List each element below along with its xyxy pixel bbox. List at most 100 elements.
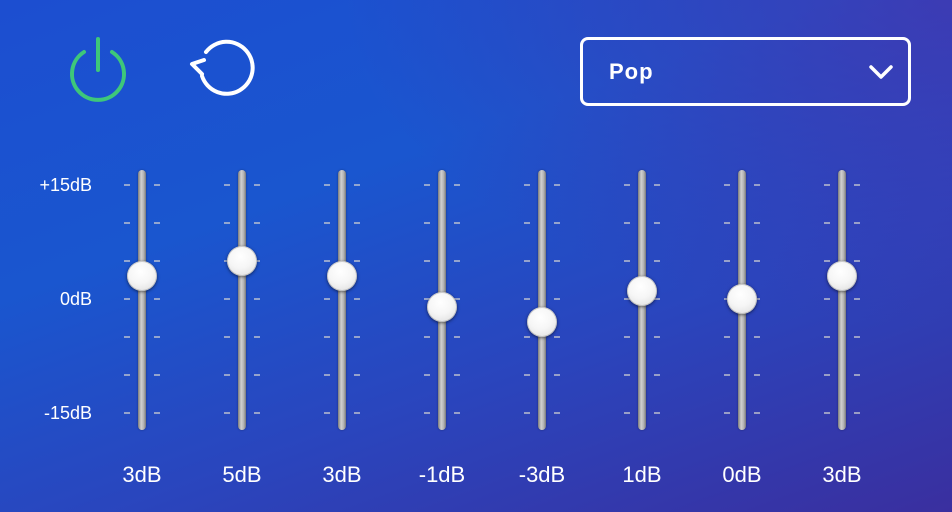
scale-tick <box>354 298 360 300</box>
scale-tick <box>424 260 430 262</box>
scale-max-label: +15dB <box>39 175 92 195</box>
slider-knob[interactable] <box>727 284 757 314</box>
scale-tick <box>324 336 330 338</box>
eq-band-slider[interactable] <box>712 170 772 430</box>
slider-track[interactable] <box>838 170 846 430</box>
scale-tick <box>454 298 460 300</box>
scale-tick <box>854 184 860 186</box>
reset-button[interactable] <box>182 30 262 110</box>
scale-tick <box>554 298 560 300</box>
scale-tick <box>754 184 760 186</box>
eq-band-slider[interactable] <box>512 170 572 430</box>
chevron-down-icon <box>869 64 893 79</box>
scale-tick <box>354 184 360 186</box>
eq-band-slider[interactable] <box>612 170 672 430</box>
power-icon <box>70 37 126 102</box>
scale-tick <box>554 412 560 414</box>
scale-tick <box>454 412 460 414</box>
band-gain-label: 3dB <box>822 462 862 487</box>
scale-tick <box>424 374 430 376</box>
scale-tick <box>624 222 630 224</box>
slider-knob[interactable] <box>527 306 557 337</box>
scale-tick <box>554 260 560 262</box>
eq-band-slider[interactable] <box>412 170 472 430</box>
scale-tick <box>154 260 160 262</box>
scale-tick <box>224 374 230 376</box>
scale-tick <box>124 298 130 300</box>
preset-dropdown[interactable]: Pop <box>580 37 911 106</box>
scale-tick <box>824 336 830 338</box>
scale-tick <box>754 374 760 376</box>
scale-tick <box>124 260 130 262</box>
eq-band-slider[interactable] <box>212 170 272 430</box>
scale-tick <box>424 298 430 300</box>
scale-tick <box>324 412 330 414</box>
scale-tick <box>254 336 260 338</box>
scale-tick <box>624 184 630 186</box>
scale-tick <box>424 412 430 414</box>
scale-tick <box>824 222 830 224</box>
scale-tick <box>224 298 230 300</box>
scale-tick <box>524 336 530 338</box>
slider-track[interactable] <box>238 170 246 430</box>
slider-knob[interactable] <box>827 261 857 292</box>
scale-tick <box>654 336 660 338</box>
power-button[interactable] <box>58 30 138 110</box>
scale-tick <box>654 298 660 300</box>
scale-tick <box>554 184 560 186</box>
scale-tick <box>124 184 130 186</box>
scale-tick <box>524 184 530 186</box>
scale-tick <box>324 222 330 224</box>
scale-tick <box>854 336 860 338</box>
scale-tick <box>254 412 260 414</box>
scale-tick <box>624 260 630 262</box>
scale-tick <box>324 298 330 300</box>
eq-band-slider[interactable] <box>312 170 372 430</box>
band-gain-label: 5dB <box>222 462 262 487</box>
slider-knob[interactable] <box>227 246 257 276</box>
scale-tick <box>754 298 760 300</box>
scale-tick <box>654 412 660 414</box>
band-gain-label: 1dB <box>622 462 662 487</box>
scale-tick <box>224 184 230 186</box>
slider-track[interactable] <box>138 170 146 430</box>
scale-zero-label: 0dB <box>59 289 92 309</box>
slider-knob[interactable] <box>327 261 357 292</box>
slider-knob[interactable] <box>427 291 457 322</box>
scale-tick <box>354 260 360 262</box>
band-gain-label: -3dB <box>518 462 566 487</box>
scale-tick <box>124 222 130 224</box>
scale-tick <box>754 336 760 338</box>
scale-tick <box>254 260 260 262</box>
scale-tick <box>654 184 660 186</box>
scale-tick <box>624 336 630 338</box>
scale-tick <box>854 412 860 414</box>
slider-knob[interactable] <box>627 276 657 307</box>
scale-tick <box>554 374 560 376</box>
band-gain-label: 3dB <box>122 462 162 487</box>
scale-tick <box>824 374 830 376</box>
scale-tick <box>254 184 260 186</box>
scale-tick <box>354 374 360 376</box>
scale-tick <box>724 222 730 224</box>
scale-tick <box>224 412 230 414</box>
eq-band-slider[interactable] <box>112 170 172 430</box>
scale-tick <box>154 298 160 300</box>
scale-tick <box>454 374 460 376</box>
scale-tick <box>854 222 860 224</box>
slider-track[interactable] <box>338 170 346 430</box>
scale-tick <box>724 374 730 376</box>
scale-tick <box>154 374 160 376</box>
scale-tick <box>154 412 160 414</box>
eq-band-slider[interactable] <box>812 170 872 430</box>
reset-rotate-ccw-icon <box>190 39 255 96</box>
slider-track[interactable] <box>538 170 546 430</box>
slider-knob[interactable] <box>127 261 157 292</box>
scale-tick <box>124 336 130 338</box>
scale-tick <box>424 222 430 224</box>
scale-tick <box>224 222 230 224</box>
scale-tick <box>324 260 330 262</box>
scale-tick <box>354 412 360 414</box>
scale-tick <box>724 336 730 338</box>
scale-tick <box>754 412 760 414</box>
